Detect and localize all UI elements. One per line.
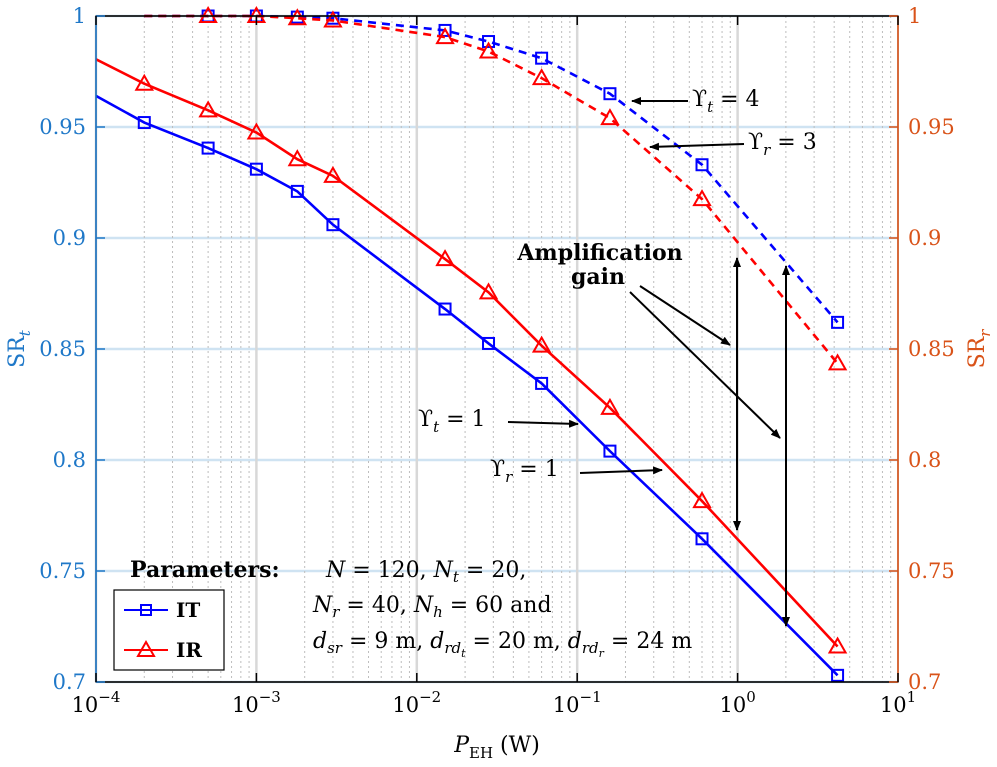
series-3-marker-0 bbox=[198, 5, 218, 23]
x-tick-label-3: 10−1 bbox=[553, 688, 602, 717]
legend-label-ir: IR bbox=[176, 638, 202, 662]
series-1-marker-5 bbox=[435, 249, 455, 267]
series-1-marker-10 bbox=[827, 636, 848, 654]
y-tick-label-left-1: 0.75 bbox=[39, 559, 86, 583]
annotation-upsilon-t1: ϒt = 1 bbox=[418, 407, 486, 436]
series-line-0 bbox=[96, 94, 839, 677]
y-tick-label-left-3: 0.85 bbox=[39, 337, 86, 361]
series-3-marker-4 bbox=[435, 27, 455, 45]
parameters-label: Parameters: bbox=[130, 557, 280, 583]
annotation-amplification: Amplification bbox=[516, 240, 682, 266]
annotation-upsilon-t4: ϒt = 4 bbox=[692, 87, 760, 116]
series-0-marker-3 bbox=[290, 184, 304, 198]
series-layer bbox=[96, 5, 848, 682]
series-1-marker-0 bbox=[134, 73, 155, 91]
series-3-marker-7 bbox=[600, 108, 620, 126]
y-tick-label-right-6: 1 bbox=[908, 4, 921, 28]
arrow-gain-2 bbox=[629, 291, 781, 439]
series-1-marker-4 bbox=[323, 165, 343, 183]
series-1-marker-2 bbox=[246, 122, 267, 140]
annotation-gain: gain bbox=[571, 264, 625, 290]
series-3-marker-3 bbox=[323, 10, 343, 28]
y-tick-label-left-2: 0.8 bbox=[53, 448, 86, 472]
series-0-marker-9 bbox=[695, 532, 709, 546]
series-1-marker-7 bbox=[531, 335, 552, 353]
y-tick-label-left-0: 0.7 bbox=[53, 670, 86, 694]
left-axis-label: SRt bbox=[5, 329, 34, 368]
series-2-marker-5 bbox=[482, 35, 496, 49]
legend-box bbox=[113, 589, 225, 671]
y-tick-label-right-2: 0.8 bbox=[908, 448, 941, 472]
series-0-marker-0 bbox=[137, 116, 151, 130]
series-3-marker-2 bbox=[287, 8, 308, 26]
y-tick-label-left-5: 0.95 bbox=[39, 115, 86, 139]
right-axis-label: SRr bbox=[965, 329, 994, 369]
x-tick-label-1: 10−3 bbox=[232, 688, 281, 717]
annotation-upsilon-r3: ϒr = 3 bbox=[748, 130, 817, 159]
series-2-marker-7 bbox=[603, 87, 617, 101]
series-0-marker-2 bbox=[249, 162, 263, 176]
y-tick-label-right-4: 0.9 bbox=[908, 226, 941, 250]
arrow-upsilon-r3 bbox=[649, 142, 745, 151]
legend: IT IR bbox=[113, 589, 225, 671]
params-line-2: Nr = 40, Nh = 60 and bbox=[312, 593, 552, 621]
series-0-marker-7 bbox=[535, 376, 549, 390]
series-1-marker-6 bbox=[478, 282, 499, 300]
y-tick-label-right-3: 0.85 bbox=[908, 337, 955, 361]
series-0-marker-4 bbox=[326, 218, 340, 232]
series-2-marker-9 bbox=[831, 315, 845, 329]
series-3-marker-6 bbox=[531, 68, 552, 86]
annotations: ϒt = 4 ϒr = 3 ϒt = 1 ϒr = 1 Amplificatio… bbox=[130, 87, 817, 660]
series-0-marker-1 bbox=[201, 141, 215, 155]
series-0-marker-5 bbox=[438, 302, 452, 316]
tick-layer: 0.7 0.75 0.8 0.85 0.9 0.95 1 0.7 0.75 0.8 0.85 0.9 0… bbox=[39, 4, 955, 717]
x-axis-label: PEH (W) bbox=[453, 733, 540, 762]
y-tick-label-right-5: 0.95 bbox=[908, 115, 955, 139]
series-0-marker-8 bbox=[603, 444, 617, 458]
arrow-gain-1 bbox=[639, 285, 731, 346]
x-tick-label-2: 10−2 bbox=[392, 688, 441, 717]
legend-marker-ir bbox=[136, 639, 156, 657]
y-tick-label-left-6: 1 bbox=[73, 4, 86, 28]
series-2-marker-6 bbox=[535, 51, 549, 65]
series-0-marker-6 bbox=[482, 336, 496, 350]
series-3-marker-8 bbox=[692, 189, 712, 207]
series-3-marker-9 bbox=[827, 353, 848, 371]
x-tick-label-5: 101 bbox=[880, 688, 916, 717]
legend-marker-it bbox=[140, 604, 152, 616]
annotation-upsilon-r1: ϒr = 1 bbox=[490, 457, 559, 486]
series-1-marker-9 bbox=[692, 491, 712, 509]
series-line-1 bbox=[96, 58, 839, 648]
series-3-marker-5 bbox=[478, 41, 499, 59]
y-tick-label-left-4: 0.9 bbox=[53, 226, 86, 250]
series-2-marker-8 bbox=[695, 158, 709, 172]
series-1-marker-8 bbox=[600, 397, 620, 415]
params-line-3: dsr = 9 m, drdt = 20 m, drdr = 24 m bbox=[313, 629, 692, 660]
arrow-upsilon-t1 bbox=[507, 419, 579, 428]
x-tick-label-4: 100 bbox=[719, 688, 755, 717]
y-tick-label-right-1: 0.75 bbox=[908, 559, 955, 583]
series-1-marker-1 bbox=[198, 100, 218, 118]
params-line-1: N = 120, Nt = 20, bbox=[325, 558, 526, 586]
series-1-marker-3 bbox=[287, 149, 308, 167]
series-0-marker-10 bbox=[831, 668, 845, 682]
x-tick-label-0: 10−4 bbox=[72, 688, 121, 717]
y-tick-label-right-0: 0.7 bbox=[908, 670, 941, 694]
arrow-upsilon-r1 bbox=[579, 466, 663, 475]
legend-label-it: IT bbox=[176, 598, 200, 622]
